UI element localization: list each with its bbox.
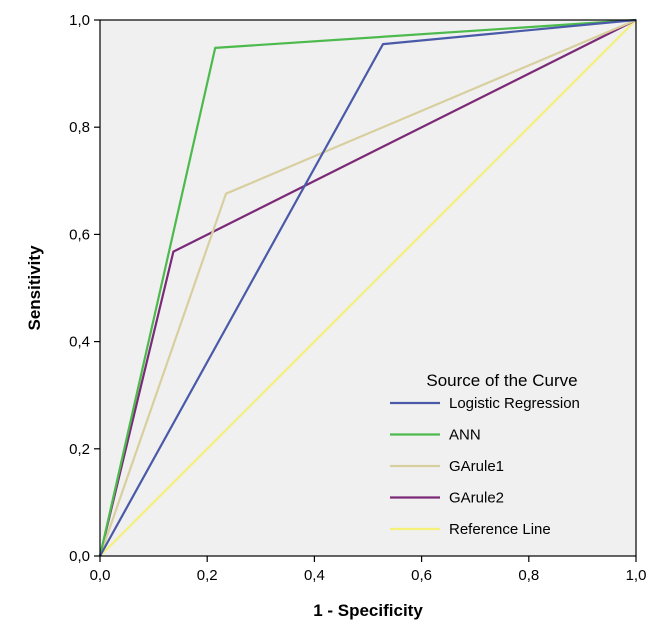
series-line-logistic-regression: [99, 18, 637, 557]
legend: Source of the Curve Logistic Regression A…: [390, 371, 580, 538]
x-tick-label: 0,2: [197, 567, 218, 584]
y-tick-label: 0,8: [69, 119, 90, 136]
legend-label: GArule2: [449, 490, 504, 507]
y-axis-title: Sensitivity: [25, 245, 44, 331]
y-tick-label: 0,6: [69, 226, 90, 243]
x-tick-label: 0,8: [518, 567, 539, 584]
series-line-reference-line: [99, 19, 637, 557]
legend-label: Logistic Regression: [449, 395, 580, 412]
series-line-garule1: [98, 18, 637, 557]
y-tick-label: 0,2: [69, 441, 90, 458]
legend-label: Reference Line: [449, 521, 551, 538]
x-axis-title: 1 - Specificity: [313, 601, 423, 620]
x-tick-label: 0,4: [304, 567, 325, 584]
plot-border: [99, 19, 637, 557]
x-tick-label: 1,0: [626, 567, 647, 584]
series-line-garule2: [98, 19, 637, 557]
y-tick-label: 1,0: [69, 12, 90, 29]
axes-layer: 0,0 0,2 0,4 0,6 0,8 1,0 0,0 0,2 0,4 0,6 0,8 1,0: [69, 12, 646, 584]
series-line-ann: [98, 18, 637, 557]
y-tick-label: 0,4: [69, 334, 90, 351]
legend-label: ANN: [449, 427, 481, 444]
x-tick-label: 0,6: [411, 567, 432, 584]
x-tick-label: 0,0: [90, 567, 111, 584]
legend-label: GArule1: [449, 458, 504, 475]
y-tick-label: 0,0: [69, 548, 90, 565]
legend-title: Source of the Curve: [426, 371, 577, 390]
series-layer: [98, 18, 637, 557]
